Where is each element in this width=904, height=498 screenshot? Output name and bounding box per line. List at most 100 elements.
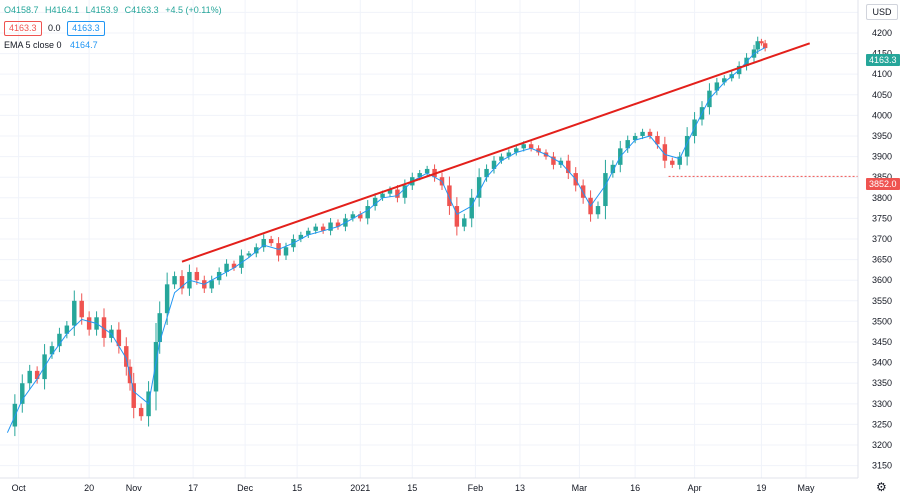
candle-body — [320, 226, 326, 231]
candle-body — [209, 280, 214, 289]
price-axis[interactable]: 3150 3200 3250 3300 3350 3400 3450 3500 3550 3600… — [872, 7, 892, 470]
candle-body — [506, 152, 512, 157]
candle-body — [365, 206, 370, 219]
time-tick-label: Nov — [126, 483, 143, 493]
candle-body — [64, 325, 70, 334]
candle-body — [677, 156, 682, 165]
sell-price-button[interactable]: 4163.3 — [4, 21, 42, 36]
price-tick-label: 3350 — [872, 378, 892, 388]
candle-body — [476, 177, 482, 198]
candle-body — [610, 164, 616, 174]
open-value: O4158.7 — [4, 5, 39, 15]
candle-body — [762, 43, 768, 49]
grid — [0, 0, 858, 478]
time-tick-label: Dec — [237, 483, 254, 493]
candle-body — [101, 317, 107, 338]
ohlc-legend: O4158.7 H4164.1 L4153.9 C4163.3 +4.5 (+0… — [4, 5, 226, 15]
candle-body — [514, 148, 519, 153]
candle-body — [625, 140, 630, 149]
price-tick-label: 4050 — [872, 90, 892, 100]
price-tick-label: 3300 — [872, 399, 892, 409]
candle-body — [350, 214, 356, 219]
candle-body — [595, 206, 601, 215]
candle-body — [306, 230, 311, 235]
price-tick-label: 4000 — [872, 110, 892, 120]
time-tick-label: 15 — [407, 483, 417, 493]
candle-body — [116, 329, 122, 347]
price-tick-label: 3450 — [872, 337, 892, 347]
time-axis[interactable]: Oct 20 Nov 17 Dec 15 2021 15 Feb 13 Mar 16 Apr 19 May — [12, 483, 815, 493]
price-tick-label: 3900 — [872, 152, 892, 162]
candle-body — [179, 276, 185, 289]
time-tick-label: 2021 — [350, 483, 370, 493]
candle-body — [462, 218, 467, 227]
candle-body — [424, 168, 430, 174]
buy-price-button[interactable]: 4163.3 — [67, 21, 105, 36]
candle-body — [640, 131, 645, 136]
candle-body — [454, 206, 460, 227]
candle-body — [124, 346, 129, 367]
indicator-legend[interactable]: EMA 5 close 0 4164.7 — [4, 40, 98, 50]
candle-body — [528, 144, 534, 149]
candle-body — [417, 173, 422, 178]
gear-icon[interactable]: ⚙ — [876, 480, 887, 494]
time-tick-label: 17 — [188, 483, 198, 493]
price-tick-label: 4100 — [872, 69, 892, 79]
candle-body — [283, 247, 289, 256]
candle-body — [521, 144, 526, 149]
candle-body — [298, 234, 304, 239]
candle-body — [268, 239, 274, 244]
time-tick-label: 16 — [630, 483, 640, 493]
candle-body — [759, 41, 764, 44]
spread-value: 0.0 — [48, 23, 61, 33]
candle-body — [164, 284, 170, 314]
candle-body — [79, 300, 84, 318]
time-tick-label: 19 — [756, 483, 766, 493]
candle-body — [224, 263, 229, 272]
low-value: L4153.9 — [85, 5, 119, 15]
candle-body — [335, 222, 341, 227]
candle-body — [655, 135, 660, 145]
candle-body — [328, 222, 333, 231]
candle-body — [714, 82, 720, 91]
time-tick-label: May — [797, 483, 815, 493]
candle-body — [469, 197, 474, 219]
candle-body — [395, 189, 400, 198]
price-tick-label: 3550 — [872, 296, 892, 306]
candle-body — [72, 300, 77, 326]
candle-body — [603, 173, 608, 207]
candle-body — [157, 313, 162, 343]
time-tick-label: Mar — [572, 483, 588, 493]
time-tick-label: Oct — [12, 483, 27, 493]
currency-select[interactable]: USD — [866, 4, 898, 20]
candle-body — [632, 135, 638, 141]
candle-body — [536, 148, 541, 153]
candle-body — [755, 41, 760, 50]
candle-body — [387, 189, 393, 194]
price-tick-label: 4200 — [872, 28, 892, 38]
candle-body — [551, 156, 556, 165]
indicator-label: EMA 5 close 0 — [4, 40, 62, 50]
price-tick-label: 3250 — [872, 419, 892, 429]
candle-body — [402, 185, 408, 198]
change-value: +4.5 (+0.11%) — [165, 5, 222, 15]
last-price-tag: 4163.3 — [866, 54, 900, 66]
price-tick-label: 4150 — [872, 49, 892, 59]
candle-body — [313, 226, 318, 231]
candle-body — [372, 197, 378, 207]
candle-body — [499, 156, 504, 161]
price-tick-label: 3700 — [872, 234, 892, 244]
candle-body — [670, 160, 675, 165]
candle-body — [138, 407, 144, 417]
trendline[interactable] — [181, 42, 811, 263]
price-tick-label: 3850 — [872, 172, 892, 182]
price-tick-label: 3600 — [872, 275, 892, 285]
candle-body — [491, 160, 497, 169]
candle-body — [57, 333, 62, 347]
price-tick-label: 3150 — [872, 461, 892, 471]
candle-body — [20, 383, 25, 404]
candle-body — [231, 263, 237, 268]
candle-body — [647, 131, 653, 136]
trade-row: 4163.3 0.0 4163.3 — [4, 21, 109, 36]
